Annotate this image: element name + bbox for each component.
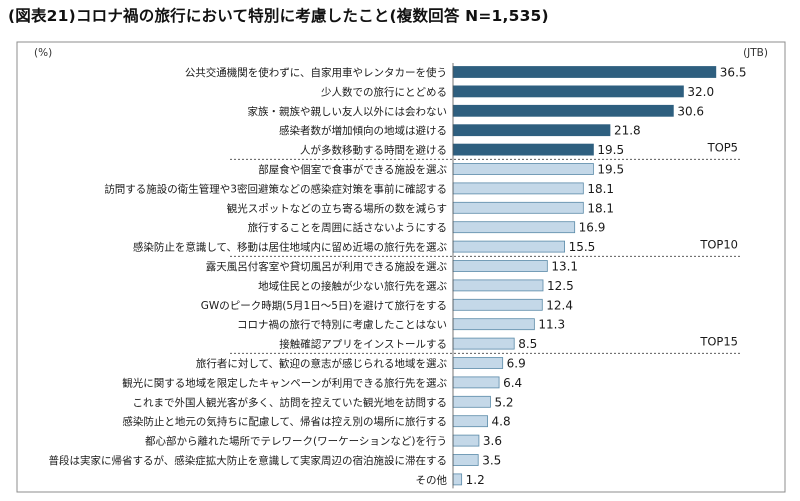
value-label: 4.8 — [492, 415, 511, 429]
bar — [452, 201, 584, 214]
category-label: 旅行することを周囲に話さないようにする — [248, 221, 447, 234]
category-label: 観光スポットなどの立ち寄る場所の数を減らす — [227, 202, 447, 215]
bar — [452, 318, 535, 331]
value-label: 13.1 — [551, 260, 578, 274]
value-label: 5.2 — [494, 395, 513, 409]
category-label: 接触確認アプリをインストールする — [279, 338, 447, 351]
category-label: 感染者数が増加傾向の地域は避ける — [279, 124, 447, 137]
category-label: 人が多数移動する時間を避ける — [300, 144, 447, 157]
category-label: 部屋食や個室で食事ができる施設を選ぶ — [258, 163, 447, 176]
bar — [452, 279, 544, 292]
category-label: 感染防止と地元の気持ちに配慮して、帰省は控え別の場所に旅行する — [122, 415, 447, 428]
source-label: (JTB) — [743, 47, 768, 59]
value-label: 15.5 — [569, 240, 596, 254]
bar — [452, 454, 479, 466]
bar — [452, 415, 488, 428]
bar — [452, 376, 500, 389]
value-label: 18.1 — [587, 201, 614, 215]
bar — [452, 85, 684, 98]
bar — [452, 163, 594, 175]
value-label: 36.5 — [720, 66, 747, 80]
category-label: これまで外国人観光客が多く、訪問を控えていた観光地を訪問する — [133, 396, 447, 409]
bar — [452, 104, 674, 117]
bar — [452, 182, 584, 195]
category-label: 家族・親族や親しい友人以外には会わない — [248, 105, 448, 118]
bar — [452, 473, 463, 486]
value-label: 6.4 — [503, 376, 522, 390]
bar — [452, 221, 576, 234]
group-label: TOP15 — [699, 335, 738, 349]
category-label: 都心部から離れた場所でテレワーク(ワーケーションなど)を行う — [145, 435, 447, 448]
value-label: 1.2 — [466, 473, 485, 487]
bar — [452, 143, 594, 156]
bar — [452, 298, 543, 311]
bar — [452, 357, 504, 369]
category-label: 普段は実家に帰省するが、感染症拡大防止を意識して実家周辺の宿泊施設に滞在する — [49, 454, 447, 467]
bar — [452, 260, 548, 272]
value-label: 32.0 — [687, 85, 714, 99]
value-label: 16.9 — [579, 221, 606, 235]
value-label: 19.5 — [597, 163, 624, 177]
bar — [452, 395, 491, 408]
category-label: GWのピーク時期(5月1日～5日)を避けて旅行をする — [201, 299, 447, 312]
value-label: 3.6 — [483, 434, 502, 448]
bar — [452, 337, 515, 350]
category-label: 露天風呂付客室や貸切風呂が利用できる施設を選ぶ — [206, 260, 448, 273]
category-label: 少人数での旅行にとどめる — [321, 85, 447, 98]
bar — [452, 124, 611, 137]
category-label: コロナ禍の旅行で特別に考慮したことはない — [237, 318, 447, 331]
value-label: 21.8 — [614, 124, 641, 138]
chart-title: (図表21)コロナ禍の旅行において特別に考慮したこと(複数回答 N=1,535) — [8, 7, 549, 25]
value-label: 11.3 — [538, 318, 565, 332]
category-label: 地域住民との接触が少ない旅行先を選ぶ — [258, 279, 447, 292]
bar — [452, 66, 717, 78]
category-label: 公共交通機関を使わずに、自家用車やレンタカーを使う — [185, 66, 447, 79]
unit-label: (%) — [34, 47, 52, 59]
bar — [452, 240, 565, 253]
chart-frame — [16, 41, 786, 493]
value-label: 12.4 — [546, 298, 573, 312]
group-label: TOP5 — [707, 141, 738, 155]
category-label: その他 — [416, 473, 448, 486]
category-label: 旅行者に対して、歓迎の意志が感じられる地域を選ぶ — [196, 357, 448, 370]
group-label: TOP10 — [699, 238, 738, 252]
category-label: 観光に関する地域を限定したキャンペーンが利用できる旅行先を選ぶ — [122, 376, 447, 389]
value-label: 19.5 — [597, 143, 624, 157]
category-label: 訪問する施設の衛生管理や3密回避策などの感染症対策を事前に確認する — [104, 182, 447, 195]
value-label: 18.1 — [587, 182, 614, 196]
value-label: 30.6 — [677, 104, 704, 118]
category-label: 感染防止を意識して、移動は居住地域内に留め近場の旅行先を選ぶ — [133, 241, 448, 254]
value-label: 8.5 — [518, 337, 537, 351]
value-label: 3.5 — [482, 454, 501, 468]
value-label: 12.5 — [547, 279, 574, 293]
value-label: 6.9 — [507, 357, 526, 371]
bar — [452, 434, 480, 447]
